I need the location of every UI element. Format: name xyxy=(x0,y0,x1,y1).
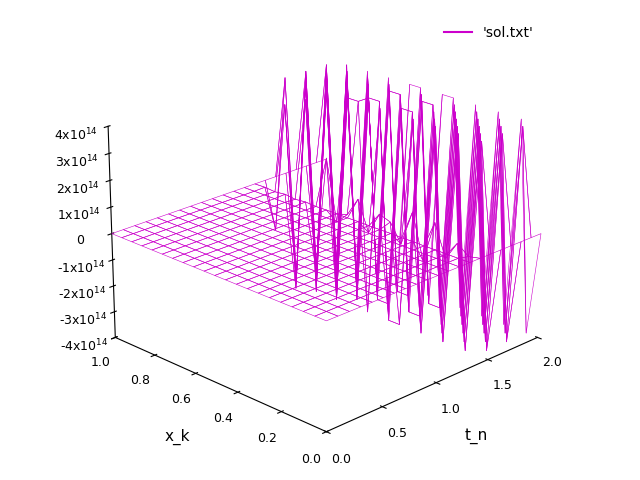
Y-axis label: x_k: x_k xyxy=(164,429,189,444)
X-axis label: t_n: t_n xyxy=(464,429,488,444)
Legend: 'sol.txt': 'sol.txt' xyxy=(438,21,540,46)
